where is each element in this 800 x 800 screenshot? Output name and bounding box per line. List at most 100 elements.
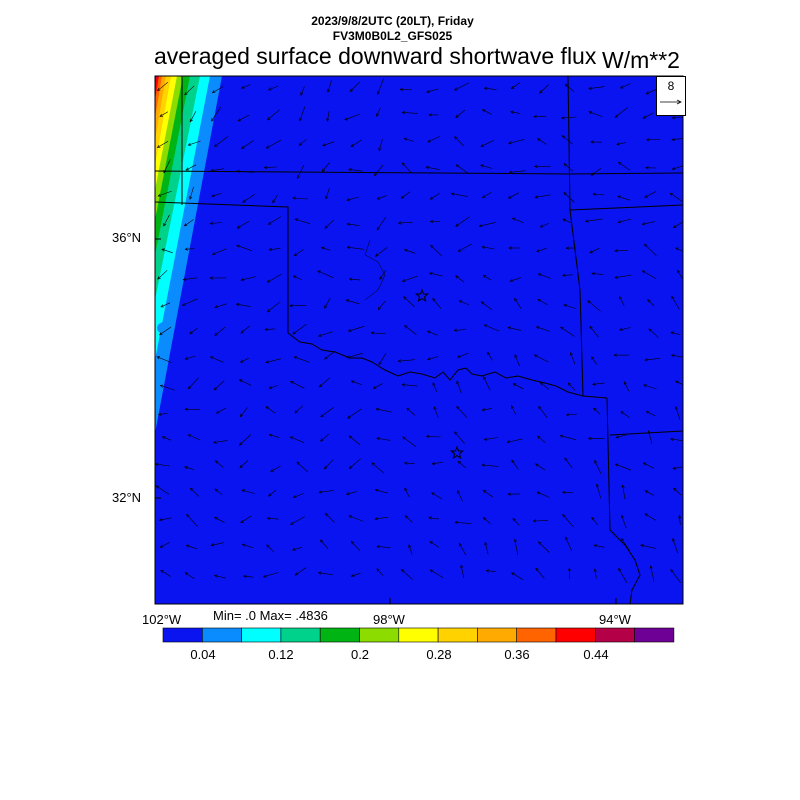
wind-vector-head (621, 514, 625, 519)
wind-vector-head (376, 226, 380, 231)
wind-vector (318, 331, 333, 337)
wind-vector-head (404, 487, 408, 492)
wind-vector-head (592, 192, 597, 196)
wind-vector (347, 408, 362, 419)
wind-vector-head (241, 543, 246, 547)
wind-vector-head (671, 167, 676, 170)
wind-vector (540, 223, 549, 228)
wind-vector (185, 355, 196, 360)
wind-vector (432, 382, 437, 393)
wind-vector (161, 248, 173, 254)
wind-vector-head (450, 192, 455, 196)
wind-vector-head (350, 573, 355, 577)
wind-vector-head (642, 115, 647, 119)
wind-vector-head (209, 276, 214, 280)
wind-vector (376, 408, 392, 413)
wind-vector (324, 219, 335, 229)
wind-vector-head (241, 145, 245, 149)
wind-vector-head (404, 515, 409, 519)
map-title: averaged surface downward shortwave flux (154, 43, 597, 69)
wind-vector (290, 381, 305, 389)
wind-vector (236, 303, 251, 307)
wind-vector-head (157, 276, 161, 280)
wind-vector (537, 491, 550, 498)
wind-vector (615, 107, 628, 118)
wind-vector (210, 222, 222, 224)
wind-vector-head (618, 567, 622, 572)
wind-vector (375, 247, 388, 257)
wind-vector-head (348, 465, 353, 470)
wind-vector-head (239, 413, 244, 418)
border-oklahoma-arkansas (569, 209, 584, 397)
wind-vector-head (645, 91, 650, 95)
wind-vector-head (621, 537, 625, 542)
wind-vector (510, 111, 521, 114)
wind-vector (269, 385, 278, 389)
wind-vector (160, 570, 171, 577)
wind-vector-head (511, 217, 516, 221)
wind-vector (402, 436, 417, 447)
wind-vector-head (591, 356, 595, 360)
wind-vector-head (293, 356, 298, 360)
wind-vector (378, 352, 387, 365)
wind-vector-head (532, 519, 537, 523)
wind-vector (402, 384, 418, 387)
wind-vector (268, 489, 277, 497)
wind-vector (292, 197, 308, 200)
wind-vector (243, 575, 254, 578)
border-oklahoma-panhandle (155, 201, 289, 333)
wind-vector-head (161, 248, 165, 252)
wind-vector (240, 357, 249, 363)
wind-vector-head (401, 162, 406, 166)
wind-vector-head (618, 295, 622, 300)
wind-vector-head (562, 218, 567, 222)
wind-vector (216, 407, 226, 414)
wind-vector (429, 541, 440, 548)
wind-vector-head (425, 434, 430, 438)
wind-vector-head (265, 406, 270, 410)
wind-vector-head (160, 304, 165, 308)
wind-vector-head (183, 223, 188, 227)
wind-vector (188, 434, 201, 441)
wind-vector-head (480, 144, 484, 147)
wind-vector-head (263, 165, 268, 169)
wind-vector (563, 304, 576, 309)
wind-vector (294, 356, 310, 363)
wind-vector-head (214, 305, 218, 309)
wind-vector-head (160, 569, 164, 573)
wind-vector-head (213, 386, 218, 391)
wind-vector-head (645, 411, 650, 414)
wind-vector (671, 354, 683, 358)
wind-vector-head (537, 138, 541, 142)
wind-vector-head (379, 276, 383, 280)
min-max-label: Min= .0 Max= .4836 (213, 608, 328, 623)
wind-vector-head (593, 407, 597, 412)
wind-vector-head (565, 246, 570, 250)
wind-vector (535, 194, 551, 198)
wind-vector-head (376, 568, 380, 572)
wind-vector-head (428, 516, 432, 520)
wind-vector (457, 461, 466, 469)
wind-vector (242, 544, 253, 548)
wind-vector-head (593, 568, 597, 573)
wind-vector (512, 217, 524, 224)
wind-vector (319, 490, 334, 493)
wind-vector-head (428, 272, 433, 276)
wind-vector (241, 276, 256, 281)
wind-vector (239, 434, 252, 446)
wind-vector-head (156, 356, 161, 360)
wind-vector (159, 111, 169, 117)
wind-vector-head (481, 408, 486, 412)
wind-vector (346, 491, 357, 495)
wind-vector-head (189, 487, 194, 492)
wind-vector-head (238, 379, 243, 383)
wind-vector (265, 358, 282, 363)
wind-vector-head (377, 91, 381, 95)
wind-vector (618, 568, 628, 583)
wind-vector (430, 245, 442, 257)
wind-vector (239, 407, 248, 417)
wind-vector (644, 191, 657, 198)
wind-vector-head (189, 196, 193, 200)
colorbar-tick-label: 0.44 (583, 647, 609, 662)
wind-vector (212, 86, 224, 94)
